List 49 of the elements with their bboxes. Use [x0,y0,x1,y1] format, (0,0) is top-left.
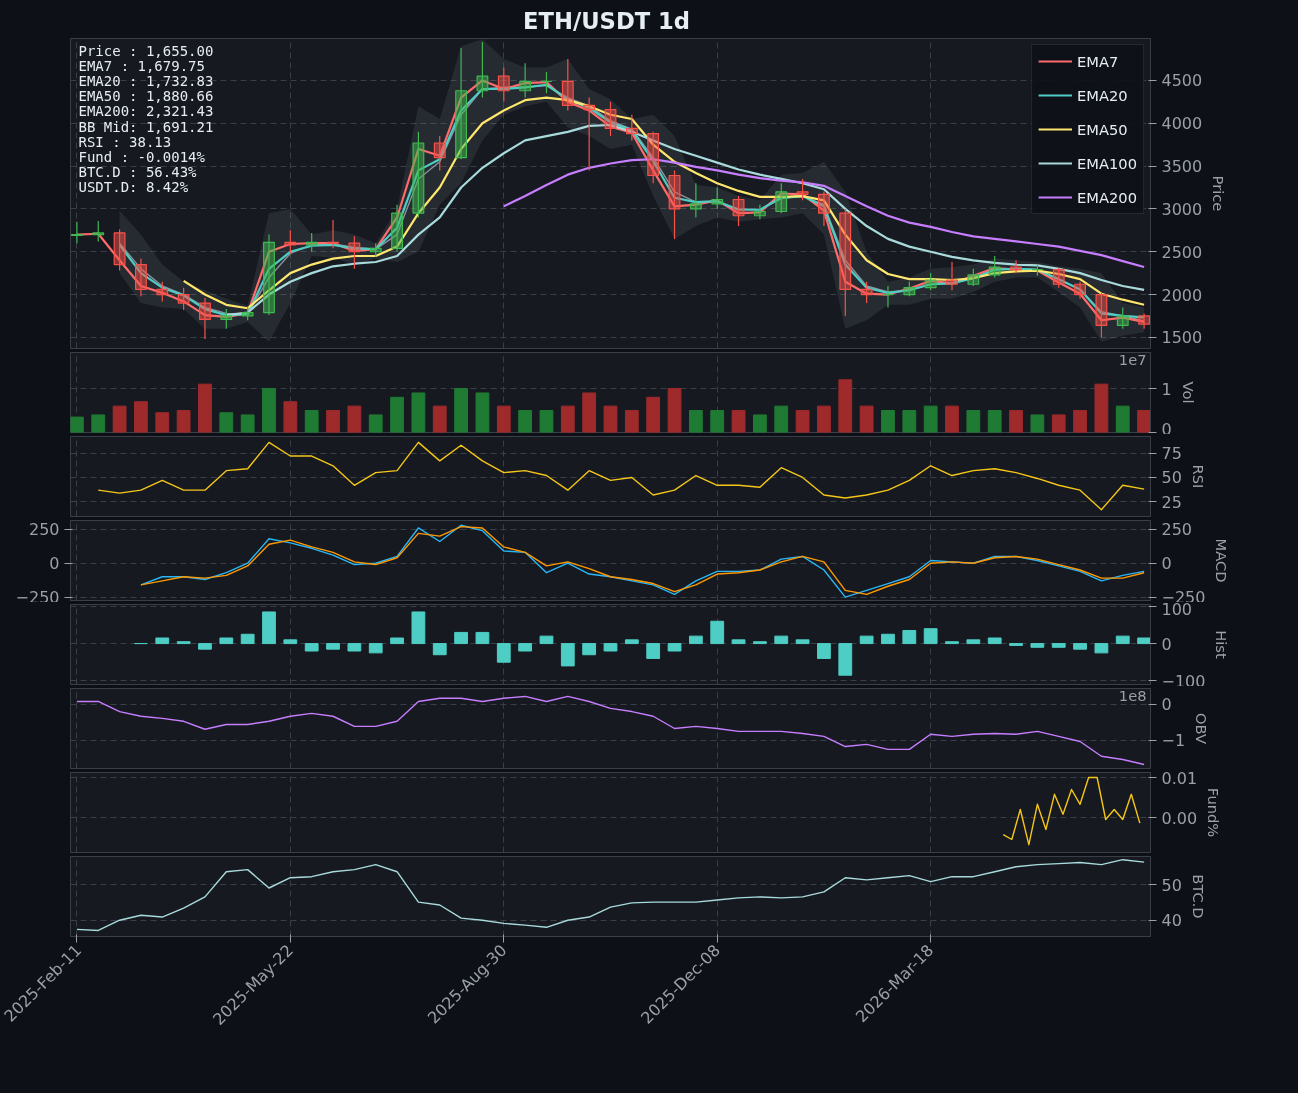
y-tick-label: 2000 [1161,285,1203,305]
y-tick-label: 3500 [1161,157,1203,177]
annotation: USDT.D: 8.42% [78,179,189,196]
y-axis-title: OBV [1193,712,1211,745]
annotation: EMA7 : 1,679.75 [78,57,205,74]
y-axis-title: RSI [1189,464,1207,489]
y-tick-label: 0.00 [1161,808,1198,828]
y-tick-label: 3000 [1161,199,1203,219]
annotation: 1e7 [1118,350,1147,368]
annotation: RSI : 38.13 [78,133,172,150]
annotation: 1e8 [1118,686,1147,704]
y-axis-title: BTC.D [1189,874,1207,919]
y-tick-label: 0.01 [1161,768,1198,788]
y-tick-label: 1 [1161,379,1172,399]
y-tick-label: 4500 [1161,71,1203,91]
y-tick-label: −250 [15,587,60,607]
annotation: Fund : -0.0014% [78,148,206,165]
y-tick-label: 40 [1161,911,1182,931]
y-tick-label: 250 [28,520,60,540]
y-tick-label: 25 [1161,492,1182,512]
legend-label: EMA7 [1077,52,1119,70]
y-tick-label: 0 [1161,695,1172,715]
y-axis-title: Vol [1179,381,1197,404]
annotation: BTC.D : 56.43% [78,164,198,181]
y-tick-label: 0 [49,554,60,574]
y-tick-label: 75 [1161,444,1182,464]
y-tick-label: −100 [1161,671,1206,691]
annotation: EMA200: 2,321.43 [78,103,214,120]
y-tick-label: 1500 [1161,328,1203,348]
annotation: EMA20 : 1,732.83 [78,72,214,89]
y-axis-title: Price [1210,175,1228,212]
legend-label: EMA50 [1077,120,1128,138]
y-tick-label: −1 [1161,731,1186,751]
y-tick-label: 2500 [1161,242,1203,262]
y2-axis-title: MACD [1213,538,1231,583]
y-tick-label: 0 [1161,634,1172,654]
y-axis-title: Hist [1213,630,1231,659]
legend-label: EMA100 [1077,154,1137,172]
legend-label: EMA20 [1077,86,1128,104]
y-axis-title: Fund% [1205,787,1223,838]
annotation: EMA50 : 1,880.66 [78,88,214,105]
legend-label: EMA200 [1077,188,1137,206]
y-tick-label: 50 [1161,875,1182,895]
annotation: Price : 1,655.00 [78,42,214,59]
y-tick-label: 0 [1161,419,1172,439]
chart-title: ETH/USDT 1d [523,7,691,34]
annotation: BB Mid: 1,691.21 [78,118,214,135]
y-tick-label: 50 [1161,468,1182,488]
y-tick-label: 4000 [1161,114,1203,134]
